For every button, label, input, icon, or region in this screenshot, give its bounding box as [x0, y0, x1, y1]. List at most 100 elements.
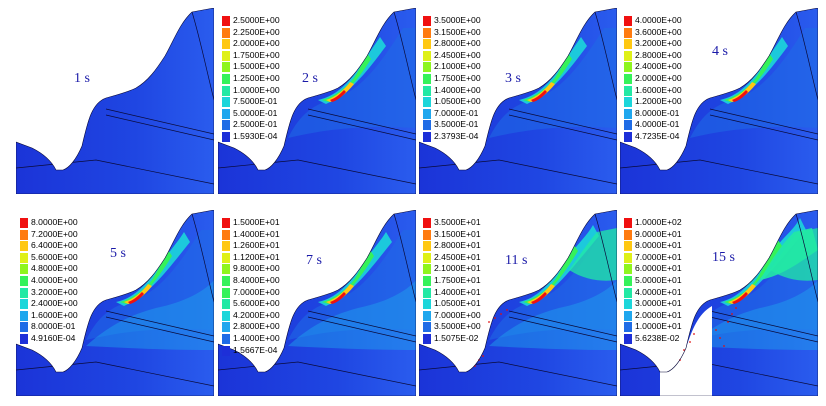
legend-swatch — [624, 241, 632, 252]
legend-swatch — [222, 264, 230, 275]
legend-swatch — [222, 241, 230, 252]
slope-body — [620, 210, 818, 396]
legend-swatch — [20, 252, 28, 263]
legend-value: 1.0000E+00 — [233, 84, 280, 95]
legend-swatch — [222, 108, 230, 119]
legend-value: 1.0500E+01 — [434, 298, 481, 309]
legend-value: 2.8000E+00 — [233, 321, 280, 332]
crack-particle — [723, 345, 725, 347]
legend-swatch — [423, 310, 431, 321]
legend-value: 1.5000E+01 — [233, 217, 280, 227]
legend-value: 1.7500E+00 — [233, 49, 280, 60]
legend-value: 2.3793E-04 — [434, 130, 479, 141]
legend-value: 1.1200E+01 — [233, 251, 280, 262]
crack-particle — [727, 321, 729, 323]
legend-value: 6.4000E+00 — [31, 240, 78, 251]
legend-swatch — [222, 27, 230, 38]
crack-particle — [494, 317, 496, 319]
crack-particle — [683, 349, 685, 351]
legend-swatch — [222, 333, 230, 344]
legend-swatch — [222, 16, 230, 26]
legend-swatch — [423, 85, 431, 96]
legend-swatch — [624, 16, 632, 26]
time-label: 7 s — [306, 253, 322, 268]
time-label: 5 s — [110, 246, 126, 261]
slope-body — [419, 210, 617, 396]
panel-15-s: 1.0000E+02 9.0000E+01 8.0000E+01 7.0000E+01… — [620, 210, 818, 396]
legend-value: 8.0000E+01 — [635, 240, 682, 251]
legend-swatch — [624, 62, 632, 73]
panel-2-s: 2.5000E+00 2.2500E+00 2.0000E+00 1.7500E+00… — [218, 8, 416, 194]
panel-11-s: 3.5000E+01 3.1500E+01 2.8000E+01 2.4500E+01… — [419, 210, 617, 396]
legend-value: 1.4000E+01 — [233, 228, 280, 239]
legend-swatch — [222, 218, 230, 228]
crack-particle — [715, 329, 717, 331]
legend-swatch — [423, 120, 431, 131]
legend-value: 2.5000E+00 — [233, 15, 280, 25]
slope-body — [419, 8, 617, 194]
slope-body — [218, 8, 416, 194]
legend-swatch — [423, 131, 431, 142]
crack-particle — [719, 337, 721, 339]
legend-value: 4.7235E-04 — [635, 130, 680, 141]
legend-swatch — [20, 275, 28, 286]
legend-value: 2.4500E+00 — [434, 49, 481, 60]
legend-value: 5.0000E+01 — [635, 274, 682, 285]
legend-value: 3.1500E+01 — [434, 228, 481, 239]
time-label: 2 s — [302, 71, 318, 86]
crack-particle — [689, 341, 691, 343]
panel-7-s: 1.5000E+01 1.4000E+01 1.2600E+01 1.1200E+01… — [218, 210, 416, 396]
legend-value: 1.2000E+00 — [635, 96, 682, 107]
legend-value: 3.5000E+00 — [434, 321, 481, 332]
legend-value: 3.5000E+00 — [434, 15, 481, 25]
legend-swatch — [222, 275, 230, 286]
slope-body — [620, 8, 818, 194]
legend-value: 2.4500E+01 — [434, 251, 481, 262]
legend-swatch — [423, 275, 431, 286]
legend-value: 2.0000E+00 — [233, 38, 280, 49]
legend-swatch — [20, 310, 28, 321]
legend-value: 7.0000E+01 — [635, 251, 682, 262]
time-label: 11 s — [505, 253, 528, 268]
legend-swatch — [624, 50, 632, 61]
legend-value: 3.6000E+00 — [635, 26, 682, 37]
legend-swatch — [222, 97, 230, 108]
time-label: 3 s — [505, 71, 521, 86]
crack-particle — [488, 321, 490, 323]
legend-swatch — [222, 252, 230, 263]
legend-value: 1.2600E+01 — [233, 240, 280, 251]
legend-value: 2.8000E+00 — [434, 38, 481, 49]
legend-value: 3.2000E+00 — [31, 286, 78, 297]
legend-swatch — [624, 131, 632, 142]
legend-swatch — [222, 120, 230, 131]
crack-particle — [731, 313, 733, 315]
legend-swatch — [423, 241, 431, 252]
legend-value: 6.0000E+01 — [635, 263, 682, 274]
legend-swatch — [423, 27, 431, 38]
legend-swatch — [423, 73, 431, 84]
legend-swatch — [624, 310, 632, 321]
legend-swatch — [624, 229, 632, 240]
legend-swatch — [222, 299, 230, 310]
stress-contour — [419, 8, 617, 194]
legend-value: 5.6000E+00 — [31, 251, 78, 262]
legend-swatch — [20, 229, 28, 240]
legend-value: 9.0000E+01 — [635, 228, 682, 239]
legend-swatch — [624, 27, 632, 38]
legend-value: 3.0000E+01 — [635, 298, 682, 309]
legend-value: 1.5930E-04 — [233, 130, 278, 141]
legend-value: 2.4000E+00 — [31, 298, 78, 309]
legend-swatch — [222, 39, 230, 50]
legend-swatch — [20, 264, 28, 275]
legend-swatch — [222, 229, 230, 240]
legend-value: 7.0000E-01 — [434, 107, 479, 118]
panel-5-s: 8.0000E+00 7.2000E+00 6.4000E+00 5.6000E+00… — [16, 210, 214, 396]
legend-value: 4.8000E+00 — [31, 263, 78, 274]
legend-value: 2.0000E+00 — [635, 72, 682, 83]
legend-swatch — [423, 50, 431, 61]
legend-swatch — [624, 218, 632, 228]
legend-swatch — [423, 322, 431, 333]
legend-swatch — [423, 108, 431, 119]
legend-value: 1.5667E-04 — [233, 344, 278, 355]
